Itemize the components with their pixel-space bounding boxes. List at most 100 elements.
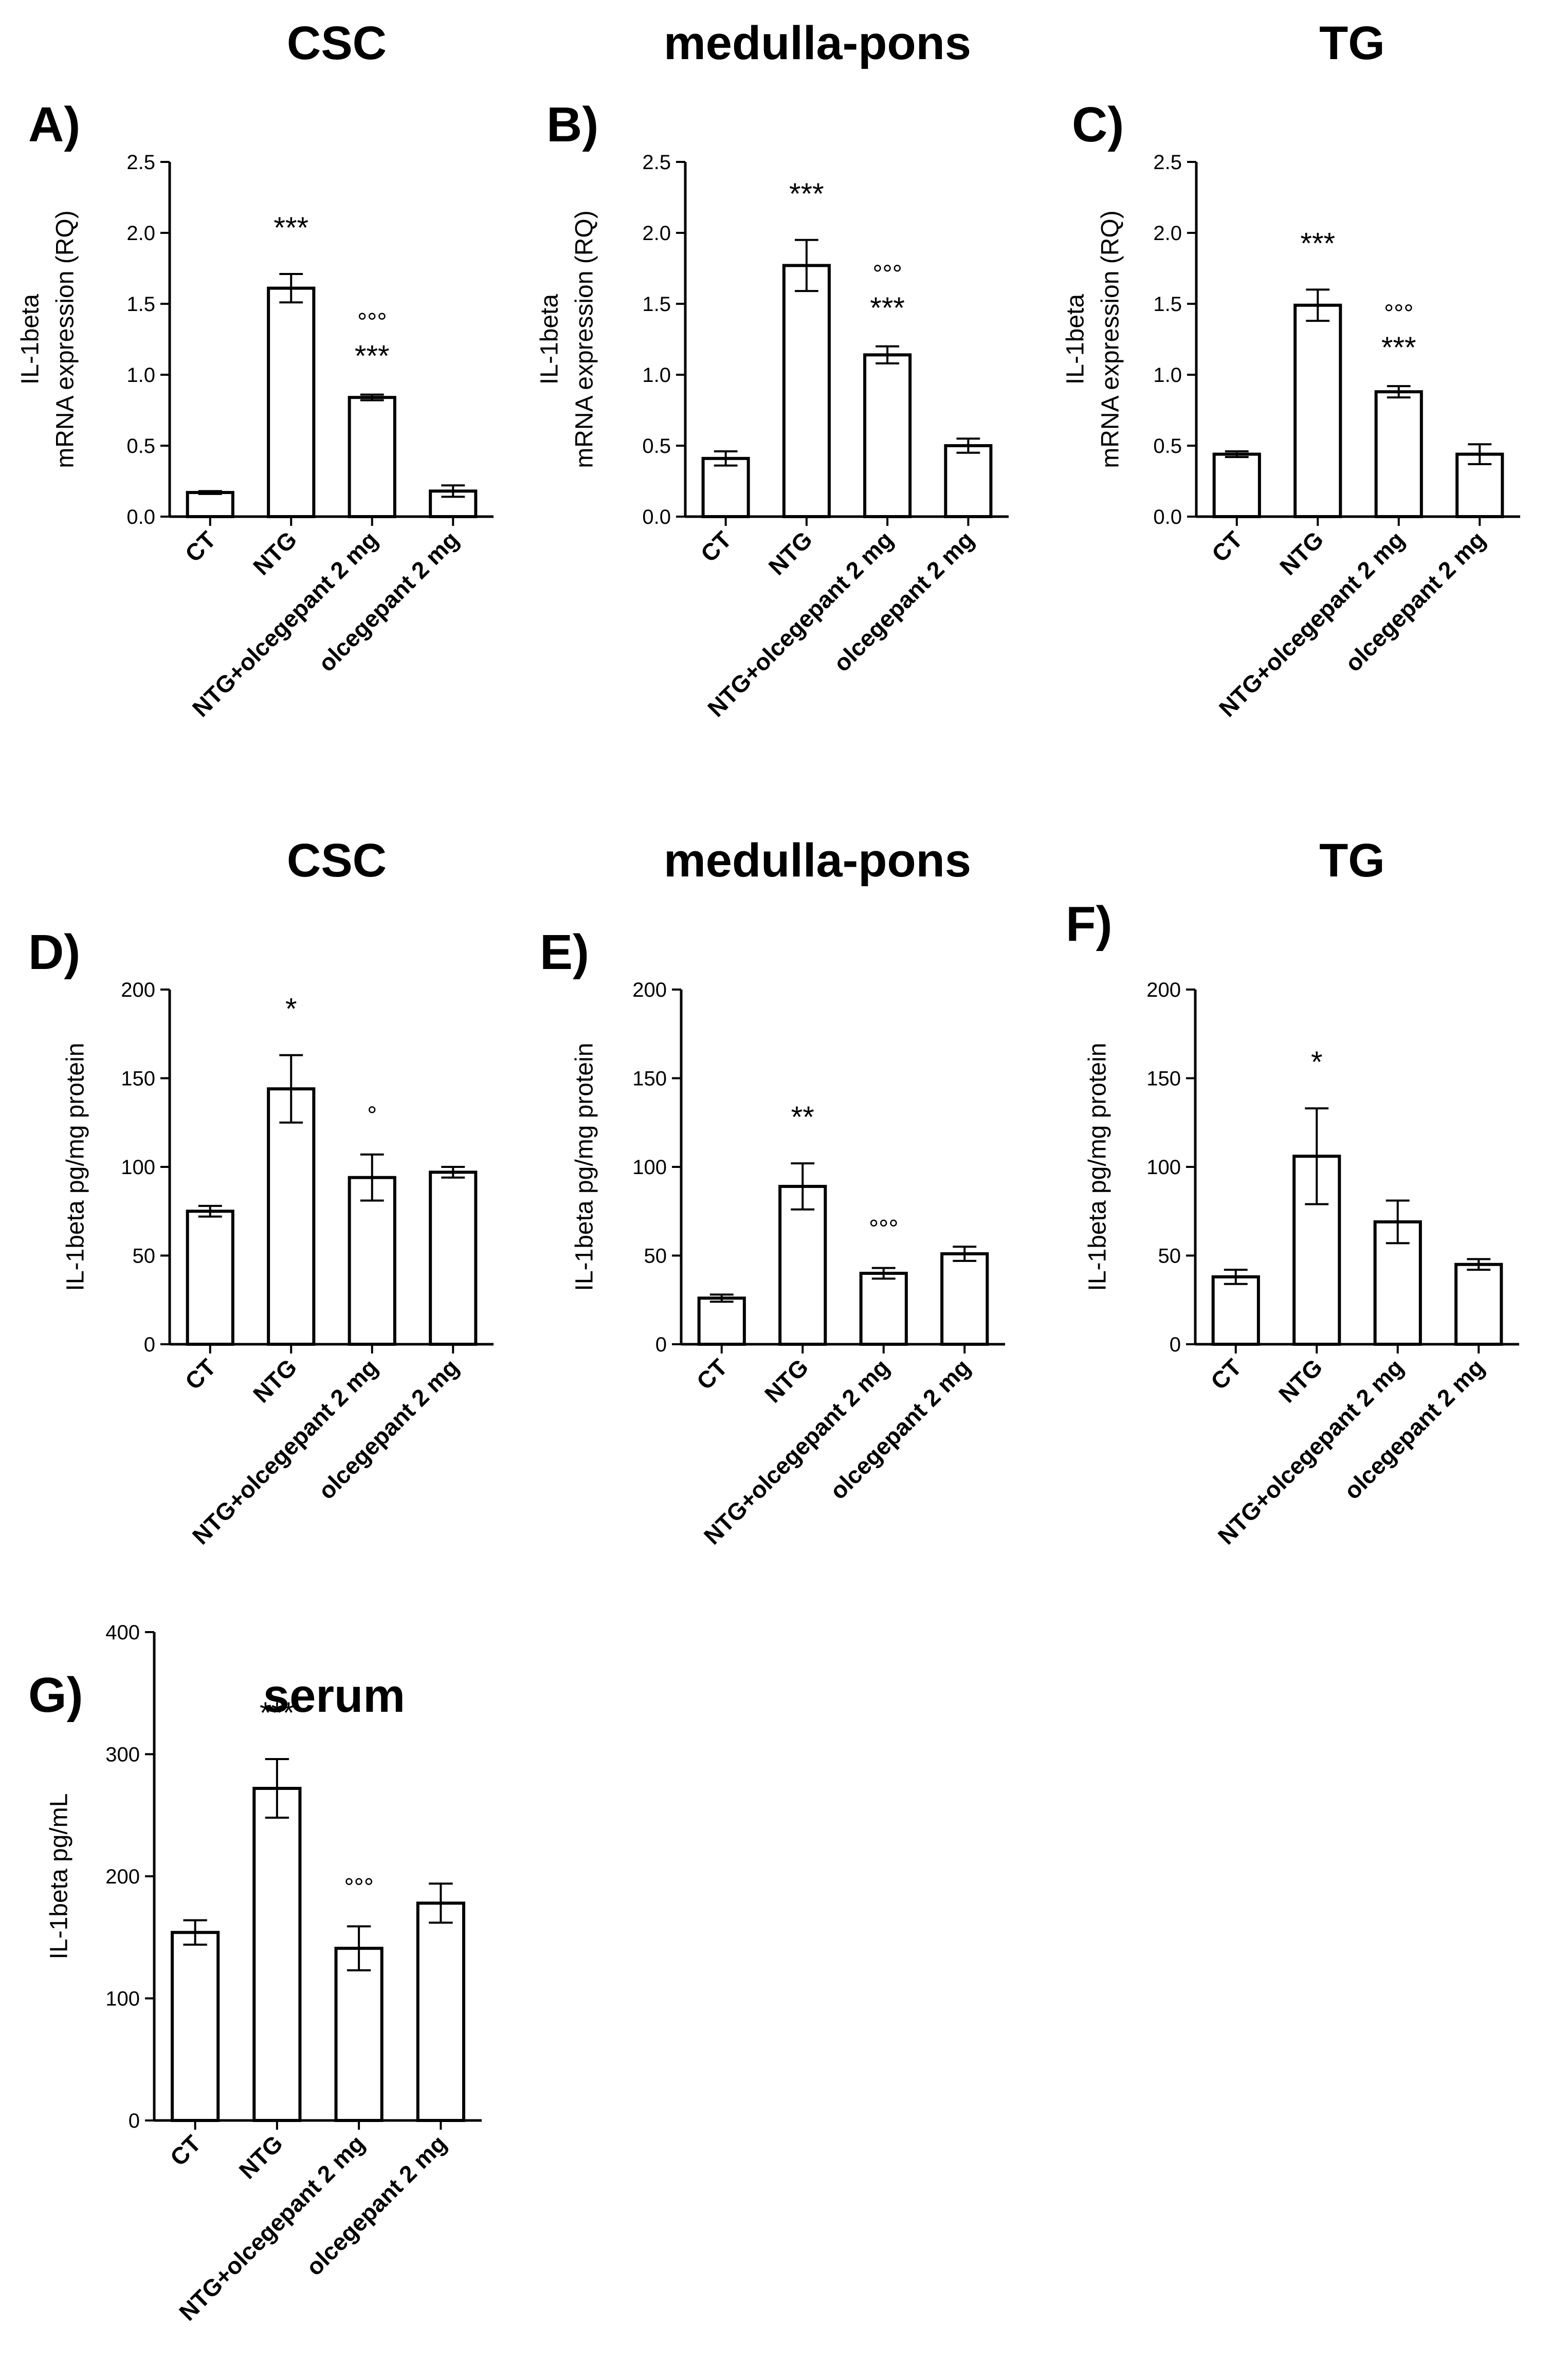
x-tick-label: olcegepant 2 mg [301,2130,451,2280]
y-tick-label: 150 [632,1068,667,1090]
y-axis-label: IL-1beta [536,294,563,385]
y-tick-label: 2.5 [642,151,671,174]
x-tick-label: NTG [248,1353,302,1407]
chart-panel-a: CSC A) 0.0 0.5 1.0 1.5 2.0 2.5 IL-1beta mRNA expr… [17,17,494,722]
y-tick-label: 2.0 [642,222,671,245]
x-tick-label: NTG [763,526,817,580]
y-tick-label: 0 [129,2110,140,2132]
y-axis-label: mRNA expression (RQ) [571,210,598,468]
y-tick-label: 2.0 [1153,222,1182,245]
bar [782,264,831,518]
y-axis-label: IL-1beta [1062,294,1089,385]
significance-label: *** [260,1696,295,1730]
x-tick-label: olcegepant 2 mg [825,1353,975,1504]
y-tick-label: 2.5 [126,151,155,174]
y-tick-label: 0 [1170,1333,1181,1356]
y-tick-label: 1.5 [1153,293,1182,316]
bar [863,353,912,518]
x-tick-label: NTG [1274,526,1328,580]
bar [252,1787,302,2122]
y-tick-label: 200 [632,979,667,1001]
x-tick-label: olcegepant 2 mg [313,526,464,676]
x-tick-label: NTG [759,1353,813,1407]
chart-title: TG [1319,834,1385,887]
chart-panel-d: CSC D) 0 50 100 150 200 IL-1beta pg/mg protein C… [28,834,494,1549]
y-axis-label: IL-1beta pg/mL [46,1794,73,1960]
chart-title: serum [263,1670,405,1722]
chart-panel-g: serum G) 0 100 200 300 400 IL-1beta pg/mL CT NTG *… [28,1621,482,2326]
bar [1454,1263,1503,1346]
y-tick-label: 150 [1146,1068,1181,1090]
significance-label: * [285,993,297,1026]
x-tick-label: NTG [234,2130,288,2184]
significance-label: *** [355,340,390,373]
x-tick-label: CT [691,1353,733,1395]
bar [186,1210,234,1346]
bar [1212,452,1261,518]
y-tick-label: 0.0 [642,506,671,528]
significance-label: *** [1381,331,1416,364]
significance-label: °°° [357,309,387,336]
x-tick-label: olcegepant 2 mg [1339,1353,1489,1504]
significance-label: °°° [872,261,902,288]
chart-panel-f: TG F) 0 50 100 150 200 IL-1beta pg/mg protein CT… [1066,834,1519,1549]
bar [267,286,316,518]
significance-label: *** [1300,227,1335,260]
bar [701,456,750,519]
y-tick-label: 2.5 [1153,151,1182,174]
panel-letter: E) [540,925,589,980]
x-tick-label: NTG [248,526,302,580]
panel-letter: D) [28,925,80,980]
x-tick-label: olcegepant 2 mg [1340,526,1490,676]
x-tick-label: olcegepant 2 mg [828,526,979,676]
panel-letter: F) [1066,897,1113,952]
y-tick-label: 200 [1146,979,1181,1001]
x-tick-label: olcegepant 2 mg [313,1353,464,1504]
x-tick-label: CT [1207,526,1248,567]
bar [697,1296,746,1346]
significance-label: °°° [869,1216,899,1243]
chart-title: medulla-pons [664,834,971,887]
y-tick-label: 1.0 [642,364,671,387]
y-tick-label: 150 [121,1068,155,1090]
y-tick-label: 100 [105,1988,140,2010]
x-tick-label: CT [165,2130,206,2171]
y-tick-label: 200 [105,1865,140,1888]
bar [1293,303,1342,518]
bar [186,491,234,519]
y-tick-label: 400 [105,1621,140,1644]
chart-panel-b: medulla-pons B) 0.0 0.5 1.0 1.5 2.0 2.5 IL-1beta… [536,17,1009,722]
bar [416,1901,465,2122]
x-tick-label: NTG [1273,1353,1327,1407]
x-tick-label: CT [180,526,221,567]
y-tick-label: 0 [655,1333,667,1356]
significance-label: *** [274,211,308,245]
y-tick-label: 100 [632,1156,667,1179]
y-axis-label: mRNA expression (RQ) [1097,210,1124,468]
y-tick-label: 0.0 [126,506,155,528]
y-tick-label: 1.0 [1153,364,1182,387]
bar [348,1176,396,1346]
bar [348,396,396,518]
y-tick-label: 1.0 [126,364,155,387]
significance-label: °°° [344,1874,374,1901]
bar [859,1272,908,1346]
bar [1211,1275,1260,1346]
y-tick-label: 0.5 [642,435,671,458]
chart-panel-c: TG C) 0.0 0.5 1.0 1.5 2.0 2.5 IL-1beta mRNA expre… [1062,17,1520,722]
chart-title: CSC [287,834,387,887]
bar [334,1947,384,2122]
bar [940,1252,989,1346]
y-tick-label: 200 [121,979,155,1001]
y-axis-label: IL-1beta pg/mg protein [571,1043,598,1291]
chart-title: CSC [287,17,387,69]
y-axis-label: IL-1beta pg/mg protein [1084,1043,1111,1291]
y-tick-label: 0.5 [1153,435,1182,458]
y-tick-label: 2.0 [126,222,155,245]
bar [944,444,993,518]
y-tick-label: 300 [105,1744,140,1766]
x-tick-label: CT [180,1353,221,1395]
panel-letter: A) [28,97,80,152]
y-tick-label: 0.0 [1153,506,1182,528]
